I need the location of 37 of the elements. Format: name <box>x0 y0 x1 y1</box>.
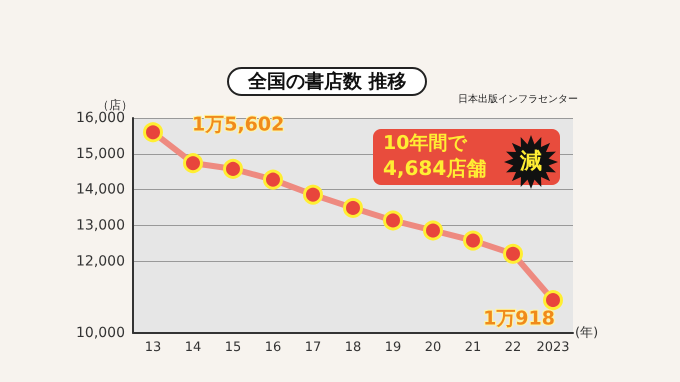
x-tick-label: 18 <box>344 340 362 355</box>
point <box>463 230 483 251</box>
x-tick-label: 13 <box>144 340 162 355</box>
point <box>423 220 443 241</box>
y-axis-title: （店） <box>97 98 133 112</box>
point <box>543 290 563 310</box>
annotation: 4,684店舗 <box>383 155 486 181</box>
point <box>143 122 163 142</box>
point <box>383 210 403 230</box>
annotation: 10年間で <box>383 131 466 155</box>
point <box>503 244 523 264</box>
annotation: 減 <box>518 148 543 176</box>
point <box>183 153 203 174</box>
x-tick-label: 14 <box>184 340 202 355</box>
y-tick-label: 14,000 <box>76 182 125 198</box>
x-tick-label: 20 <box>424 340 442 355</box>
point <box>343 198 363 218</box>
annotation: 1万918 <box>483 308 555 330</box>
point <box>263 170 283 190</box>
y-tick-label: 13,000 <box>76 218 125 234</box>
y-tick-label: 12,000 <box>76 253 125 270</box>
x-tick-label: 22 <box>504 340 522 355</box>
annotation: 1万5,602 <box>192 113 284 136</box>
x-tick-label: 16 <box>264 340 282 355</box>
text: 日本出版インフラセンター <box>458 92 578 106</box>
y-tick-label: 10,000 <box>76 325 125 341</box>
chart-title: 全国の書店数 推移 <box>247 70 407 92</box>
x-tick-label: 15 <box>224 340 242 355</box>
point <box>223 158 243 179</box>
x-axis-title: (年) <box>575 326 598 340</box>
point <box>303 184 323 205</box>
x-tick-label: 17 <box>304 340 322 355</box>
y-tick-label: 15,000 <box>76 146 125 162</box>
x-tick-label: 21 <box>464 340 482 355</box>
x-tick-label: 19 <box>384 340 402 355</box>
x-tick-label: 2023 <box>536 340 570 355</box>
y-tick-label: 16,000 <box>76 110 125 126</box>
